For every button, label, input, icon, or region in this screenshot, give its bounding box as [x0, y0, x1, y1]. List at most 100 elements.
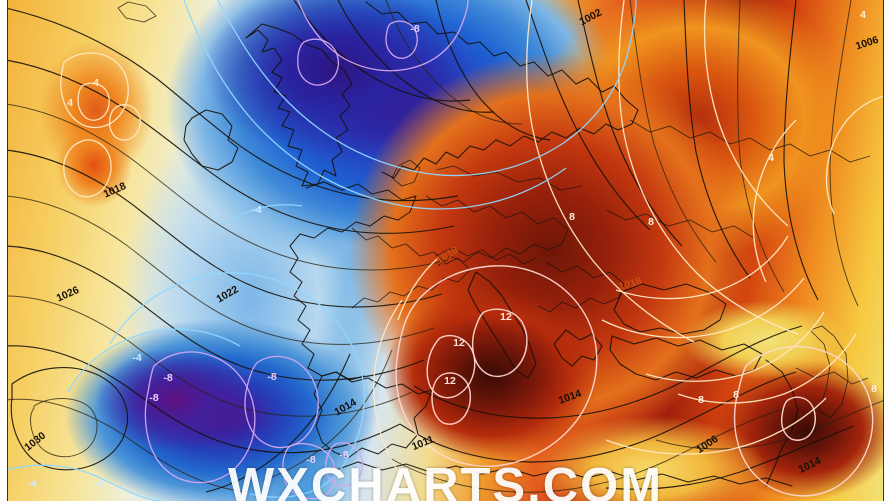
- anomaly-label: -8: [306, 454, 315, 466]
- anomaly-label: 12: [444, 375, 456, 387]
- isobar-line: [293, 0, 471, 102]
- anomaly-contour-warm: [645, 311, 825, 382]
- isobar-line: [435, 0, 551, 141]
- isobar-line: [783, 0, 819, 301]
- isobar-line: [6, 195, 435, 345]
- isobar-label: 1002: [577, 6, 603, 28]
- anomaly-contour-warm: [703, 0, 789, 227]
- anomaly-contour-hot-12: [471, 308, 528, 377]
- isobar-label: 1018: [434, 244, 460, 267]
- isobar-line: [263, 349, 393, 481]
- isobar-line: [6, 149, 443, 308]
- anomaly-contour-warm: [615, 235, 789, 300]
- anomaly-contour-warm: [605, 397, 827, 455]
- border-ukraine: [605, 209, 755, 239]
- anomaly-label: -8: [267, 371, 276, 383]
- isobar-line: [10, 367, 129, 471]
- anomaly-contour-warm: [397, 257, 439, 321]
- isobar-line: [389, 407, 787, 493]
- isobar-line: [6, 103, 449, 271]
- coast-baltic: [435, 165, 583, 191]
- isobar-label: 1026: [55, 284, 81, 305]
- anomaly-contour-warm: [63, 139, 112, 198]
- isobar-label: 1014: [332, 396, 358, 418]
- isobar-line: [829, 0, 859, 307]
- isobar-line: [385, 0, 523, 125]
- anomaly-contour-warm: [825, 95, 885, 215]
- isobar-label: 1014: [557, 387, 583, 406]
- anomaly-contour-cold-8: [144, 351, 256, 484]
- isobar-line: [6, 59, 455, 234]
- isobar-label: 1014: [797, 455, 823, 476]
- anomaly-contour-cold-4: [109, 272, 365, 498]
- isobar-label: 1006: [694, 433, 720, 456]
- anomaly-label: 4: [768, 152, 774, 164]
- anomaly-contour-cold-4: [217, 0, 637, 177]
- coast-britain: [245, 23, 353, 187]
- anomaly-label: -4: [27, 478, 36, 490]
- coast-italy: [467, 271, 537, 379]
- anomaly-contour-cold-4: [6, 464, 163, 501]
- anomaly-label: 8: [569, 211, 575, 223]
- isobar-line: [413, 325, 803, 419]
- anomaly-label: -4: [94, 478, 103, 490]
- anomaly-contour-cold-4: [183, 0, 567, 210]
- anomaly-warm-northafrica: [6, 0, 885, 501]
- anomaly-label: -8: [163, 372, 172, 384]
- coast-denmark: [391, 159, 421, 187]
- anomaly-contour-warm: [60, 52, 129, 129]
- coast-levant: [765, 359, 799, 487]
- anomaly-contour-hot-east: [781, 396, 816, 441]
- anomaly-contour-hot-12: [431, 372, 471, 425]
- border-middle-east: [795, 367, 869, 385]
- frame-left-margin: [0, 0, 7, 501]
- isobar-line: [629, 0, 717, 263]
- border-central-europe: [425, 195, 569, 267]
- isobar-line: [683, 0, 751, 279]
- coast-caspian: [809, 325, 849, 419]
- anomaly-contour-cold-4: [227, 204, 303, 223]
- isobar-line: [205, 353, 351, 493]
- anomaly-label: 8: [733, 389, 739, 401]
- anomaly-contour-warm: [752, 119, 797, 283]
- anomaly-label: 12: [500, 311, 512, 323]
- anomaly-label: 8: [871, 383, 877, 395]
- anomaly-contour-hot-12: [395, 265, 598, 467]
- anomaly-contour-hot-east: [733, 345, 874, 497]
- isobar-line: [6, 295, 413, 417]
- anomaly-contour-warm: [373, 299, 415, 493]
- anomaly-contour-warm: [618, 0, 799, 335]
- anomaly-contour-cold-8: [297, 38, 339, 86]
- anomaly-contour-cold-4: [67, 328, 241, 393]
- isobar-line: [6, 245, 425, 381]
- isobar-line: [655, 399, 885, 450]
- isobar-label: 1030: [22, 430, 48, 454]
- label-layer: 1002 1006 1006 1011 1014 1014 1014 1018 1018 1018…: [22, 6, 880, 490]
- isobar-line: [337, 0, 495, 113]
- anomaly-label: -8: [339, 449, 348, 461]
- coast-greece: [553, 329, 603, 367]
- map-canvas: 1002 1006 1006 1011 1014 1014 1014 1018 1018 1018…: [6, 0, 885, 501]
- coast-iceland: [117, 1, 157, 23]
- isobar-label: 1011: [410, 433, 436, 453]
- anomaly-contour-layer: [6, 0, 885, 501]
- anomaly-contour-cold-8: [325, 442, 363, 487]
- anomaly-contour-hot-12: [426, 334, 476, 399]
- isobar-label: 1018: [102, 180, 128, 201]
- anomaly-label: 8: [648, 216, 654, 228]
- anomaly-contour-cold-8: [385, 20, 418, 59]
- anomaly-label: -8: [410, 23, 419, 35]
- anomaly-contour-cold-8: [282, 443, 337, 500]
- anomaly-label: -8: [149, 392, 158, 404]
- anomaly-label: 4: [860, 9, 866, 21]
- isobar-label: 1018: [617, 275, 643, 293]
- anomaly-contour-warm: [108, 104, 141, 141]
- anomaly-label: -4: [132, 352, 141, 364]
- frame-right-margin: [884, 0, 891, 501]
- border-eastern-europe: [629, 119, 871, 163]
- coast-black-sea: [613, 283, 727, 335]
- coast-nw-europe: [289, 181, 417, 381]
- anomaly-label: 4: [93, 77, 99, 89]
- anomaly-contour-warm: [601, 277, 805, 339]
